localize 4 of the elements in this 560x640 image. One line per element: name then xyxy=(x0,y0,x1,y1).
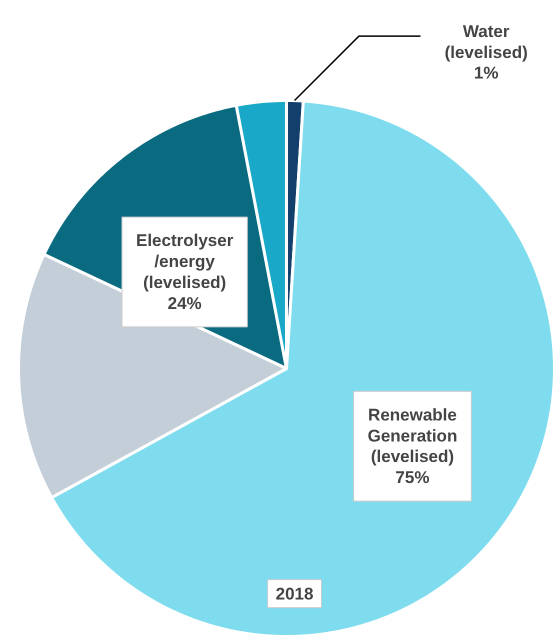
text: 2018 xyxy=(276,584,314,604)
text: Renewable Generation (levelised) 75% xyxy=(368,405,458,488)
text: Electrolyser /energy (levelised) 24% xyxy=(136,231,234,313)
text: Water (levelised) 1% xyxy=(444,22,528,83)
